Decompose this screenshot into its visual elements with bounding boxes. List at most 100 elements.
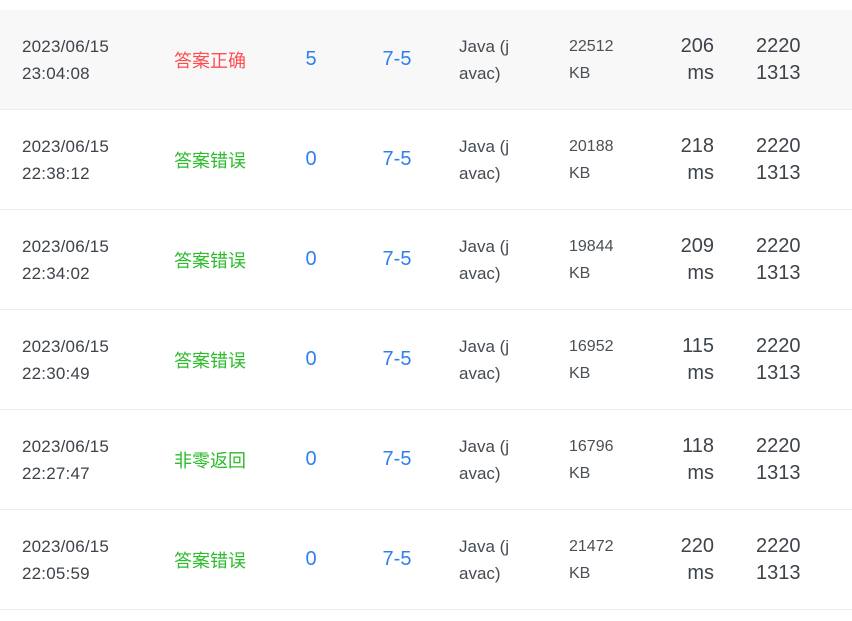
compiler-label: Java (j avac)	[450, 333, 560, 387]
user-id-line1: 2220	[756, 34, 801, 57]
user-id-line2: 1313	[756, 261, 801, 284]
compiler-line1: Java (j	[459, 136, 510, 156]
compiler-line1: Java (j	[459, 236, 510, 256]
user-id-line2: 1313	[756, 561, 801, 584]
score-link[interactable]: 5	[305, 48, 317, 70]
judge-status: 非零返回	[142, 447, 278, 473]
compiler-label: Java (j avac)	[450, 433, 560, 487]
problem-link[interactable]: 7-5	[382, 448, 412, 470]
compiler-label: Java (j avac)	[450, 133, 560, 187]
submission-clock: 22:30:49	[22, 363, 90, 383]
compiler-line1: Java (j	[459, 336, 510, 356]
submission-timestamp: 2023/06/15 23:04:08	[22, 33, 142, 87]
judge-status: 答案错误	[142, 347, 278, 373]
compiler-label: Java (j avac)	[450, 233, 560, 287]
memory-usage: 19844 KB	[560, 233, 654, 287]
judge-status: 答案错误	[142, 147, 278, 173]
user-id: 2220 1313	[714, 333, 806, 387]
memory-unit: KB	[569, 564, 591, 582]
user-id: 2220 1313	[714, 133, 806, 187]
score-link[interactable]: 0	[305, 148, 317, 170]
run-time-unit: ms	[687, 561, 714, 584]
user-id-line1: 2220	[756, 534, 801, 557]
compiler-line2: avac)	[459, 363, 501, 383]
compiler-line2: avac)	[459, 163, 501, 183]
memory-value: 21472	[569, 537, 614, 555]
submission-date: 2023/06/15	[22, 36, 110, 56]
user-id-line2: 1313	[756, 461, 801, 484]
memory-usage: 22512 KB	[560, 33, 654, 87]
problem-link[interactable]: 7-5	[382, 148, 412, 170]
judge-status: 答案正确	[142, 47, 278, 73]
score-link[interactable]: 0	[305, 248, 317, 270]
run-time: 206 ms	[654, 33, 714, 87]
submission-timestamp: 2023/06/15 22:38:12	[22, 133, 142, 187]
submission-date: 2023/06/15	[22, 436, 110, 456]
judge-status: 答案错误	[142, 547, 278, 573]
run-time: 220 ms	[654, 533, 714, 587]
run-time-unit: ms	[687, 461, 714, 484]
run-time-unit: ms	[687, 261, 714, 284]
memory-usage: 16796 KB	[560, 433, 654, 487]
user-id: 2220 1313	[714, 433, 806, 487]
score-link[interactable]: 0	[305, 448, 317, 470]
compiler-line2: avac)	[459, 463, 501, 483]
judge-status: 答案错误	[142, 247, 278, 273]
submission-date: 2023/06/15	[22, 336, 110, 356]
memory-unit: KB	[569, 164, 591, 182]
compiler-line1: Java (j	[459, 536, 510, 556]
judge-status-label: 答案错误	[174, 550, 246, 571]
memory-usage: 21472 KB	[560, 533, 654, 587]
submission-clock: 23:04:08	[22, 63, 90, 83]
memory-value: 22512	[569, 37, 614, 55]
run-time-value: 118	[682, 434, 714, 457]
memory-value: 19844	[569, 237, 614, 255]
user-id-line1: 2220	[756, 334, 801, 357]
judge-status-label: 非零返回	[174, 450, 246, 471]
compiler-line2: avac)	[459, 63, 501, 83]
memory-usage: 20188 KB	[560, 133, 654, 187]
run-time-value: 206	[680, 34, 714, 57]
judge-status-label: 答案错误	[174, 250, 246, 271]
run-time-unit: ms	[687, 61, 714, 84]
submission-row: 2023/06/15 22:38:12 答案错误 0 7-5 Java (j a…	[0, 110, 852, 210]
run-time: 218 ms	[654, 133, 714, 187]
submission-clock: 22:38:12	[22, 163, 90, 183]
run-time-unit: ms	[687, 361, 714, 384]
problem-link[interactable]: 7-5	[382, 48, 412, 70]
user-id-line2: 1313	[756, 361, 801, 384]
score-link[interactable]: 0	[305, 348, 317, 370]
compiler-line1: Java (j	[459, 36, 510, 56]
user-id-line1: 2220	[756, 234, 801, 257]
score-link[interactable]: 0	[305, 548, 317, 570]
user-id: 2220 1313	[714, 233, 806, 287]
user-id-line2: 1313	[756, 61, 801, 84]
run-time-value: 209	[680, 234, 714, 257]
submission-timestamp: 2023/06/15 22:30:49	[22, 333, 142, 387]
problem-link[interactable]: 7-5	[382, 248, 412, 270]
submission-timestamp: 2023/06/15 22:05:59	[22, 533, 142, 587]
submission-clock: 22:34:02	[22, 263, 90, 283]
user-id-line1: 2220	[756, 434, 801, 457]
submission-row: 2023/06/15 22:27:47 非零返回 0 7-5 Java (j a…	[0, 410, 852, 510]
run-time-value: 115	[682, 334, 714, 357]
compiler-label: Java (j avac)	[450, 533, 560, 587]
run-time: 209 ms	[654, 233, 714, 287]
run-time: 118 ms	[654, 433, 714, 487]
user-id-line1: 2220	[756, 134, 801, 157]
compiler-line2: avac)	[459, 263, 501, 283]
problem-link[interactable]: 7-5	[382, 348, 412, 370]
submission-clock: 22:05:59	[22, 563, 90, 583]
memory-value: 16796	[569, 437, 614, 455]
run-time-value: 218	[680, 134, 714, 157]
submission-row: 2023/06/15 22:05:59 答案错误 0 7-5 Java (j a…	[0, 510, 852, 610]
memory-value: 20188	[569, 137, 614, 155]
problem-link[interactable]: 7-5	[382, 548, 412, 570]
user-id: 2220 1313	[714, 33, 806, 87]
memory-unit: KB	[569, 464, 591, 482]
submission-row: 2023/06/15 22:34:02 答案错误 0 7-5 Java (j a…	[0, 210, 852, 310]
submission-date: 2023/06/15	[22, 236, 110, 256]
compiler-line2: avac)	[459, 563, 501, 583]
judge-status-label: 答案错误	[174, 350, 246, 371]
